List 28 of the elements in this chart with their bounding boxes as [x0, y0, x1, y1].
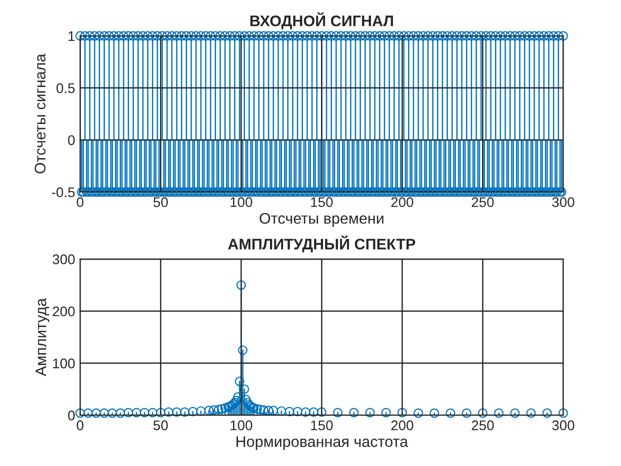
y-axis-title: Отсчеты сигнала	[34, 54, 46, 174]
x-tick-label: 200	[391, 197, 414, 208]
chart-title: ВХОДНОЙ СИГНАЛ	[250, 12, 393, 30]
x-tick-label: 0	[76, 420, 84, 430]
x-tick-label: 0	[76, 197, 84, 208]
x-tick-label: 250	[472, 420, 494, 430]
x-axis-title: Нормированная частота	[236, 436, 408, 450]
y-tick-label: 0.5	[56, 83, 75, 94]
x-tick-label: 150	[311, 420, 333, 430]
x-tick-label: 200	[391, 420, 414, 430]
x-tick-label: 300	[552, 197, 574, 208]
y-tick-label: 100	[53, 358, 75, 368]
y-tick-label: -0.5	[52, 187, 75, 198]
x-axis-title: Отсчеты времени	[260, 212, 384, 227]
x-tick-label: 150	[311, 197, 333, 208]
y-tick-label: 0	[68, 135, 75, 146]
chart-title: АМПЛИТУДНЫЙ СПЕКТР	[228, 236, 416, 252]
x-tick-label: 300	[552, 420, 574, 430]
y-tick-label: 300	[52, 254, 75, 264]
y-tick-label: 1	[68, 31, 75, 41]
x-tick-label: 50	[153, 420, 168, 430]
y-tick-label: 0	[68, 410, 75, 420]
x-tick-label: 250	[472, 197, 494, 208]
y-axis-title: Амплитуда	[36, 298, 50, 376]
y-tick-label: 200	[52, 306, 75, 316]
x-tick-label: 50	[153, 197, 168, 208]
x-tick-label: 100	[230, 197, 252, 208]
x-tick-label: 100	[230, 420, 252, 430]
